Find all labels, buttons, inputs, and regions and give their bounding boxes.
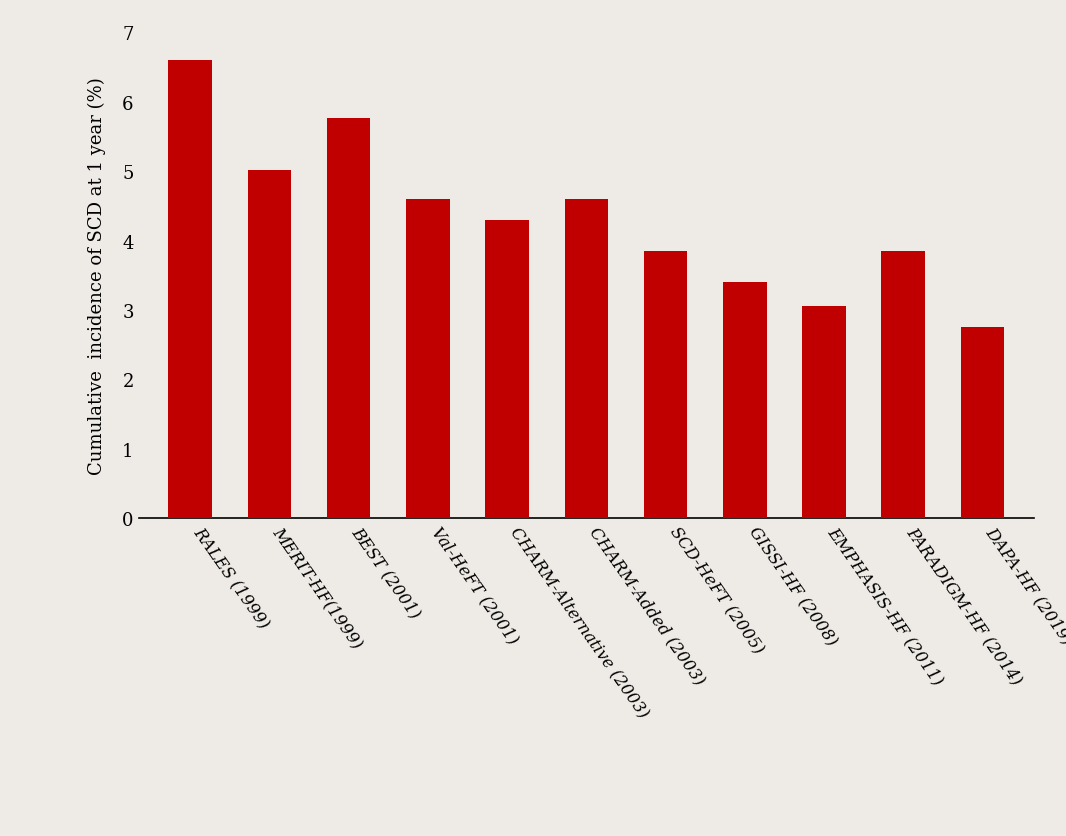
Bar	[406, 200, 450, 518]
Bar	[565, 200, 608, 518]
Y-axis label: Cumulative  incidence of SCD at 1 year (%): Cumulative incidence of SCD at 1 year (%…	[87, 77, 106, 475]
Bar	[644, 252, 688, 518]
Bar	[485, 221, 529, 518]
Bar	[327, 119, 370, 518]
Bar	[723, 283, 766, 518]
Bar	[882, 252, 925, 518]
Bar	[168, 61, 212, 518]
Bar	[960, 328, 1004, 518]
Bar	[247, 171, 291, 518]
Bar	[803, 307, 845, 518]
